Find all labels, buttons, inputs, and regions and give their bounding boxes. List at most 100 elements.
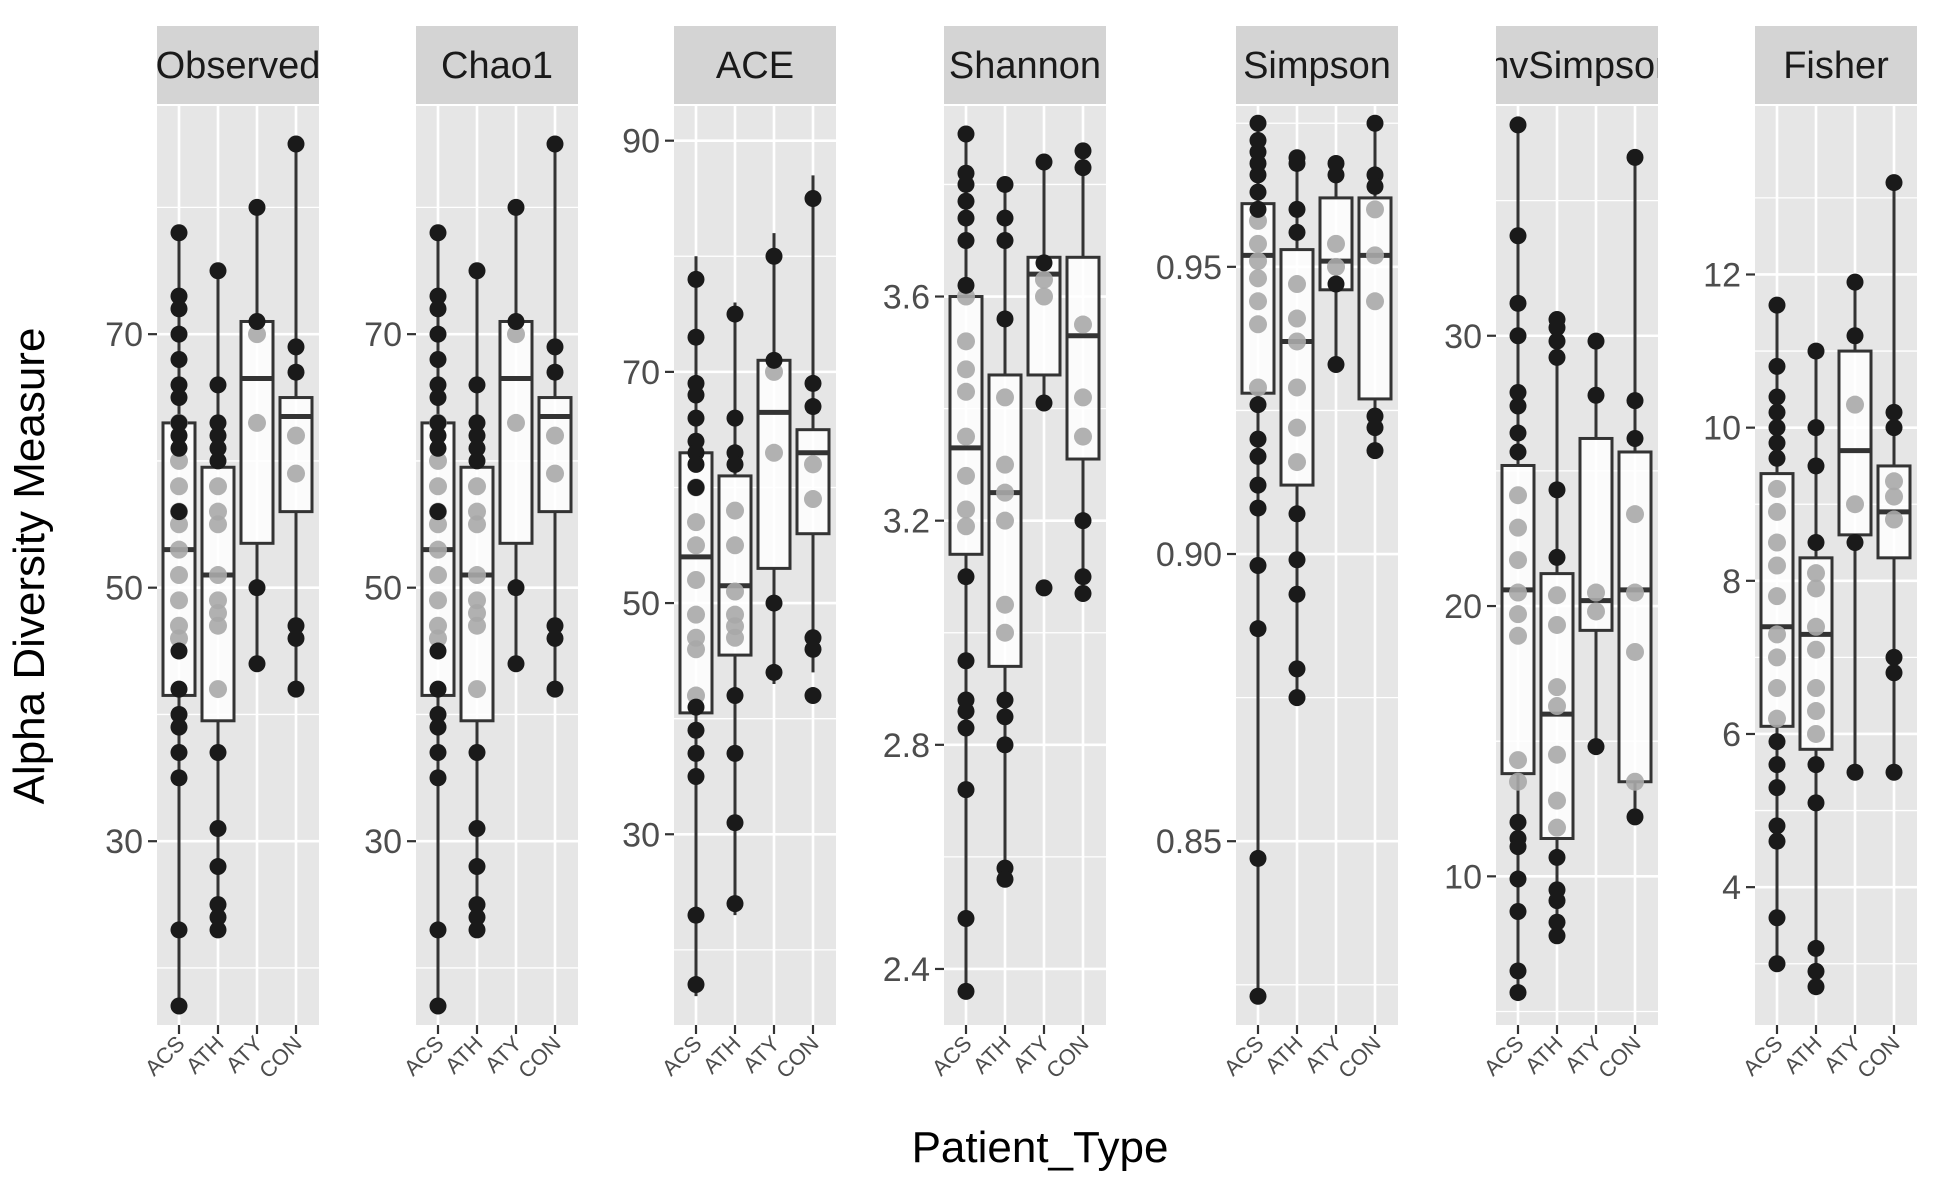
jitter-point bbox=[468, 616, 486, 635]
data-point bbox=[1807, 962, 1825, 980]
data-point bbox=[170, 325, 188, 343]
jitter-point bbox=[1548, 818, 1566, 837]
data-point bbox=[170, 997, 188, 1015]
data-point bbox=[1074, 568, 1092, 586]
y-tick-label: 50 bbox=[105, 570, 143, 608]
data-point bbox=[1548, 848, 1566, 866]
data-point bbox=[1249, 396, 1267, 414]
data-point bbox=[1366, 177, 1384, 195]
data-point bbox=[170, 705, 188, 723]
jitter-point bbox=[170, 515, 188, 534]
data-point bbox=[1509, 294, 1527, 312]
data-point bbox=[726, 895, 744, 913]
x-tick-label: CON bbox=[1333, 1031, 1385, 1083]
jitter-point bbox=[468, 515, 486, 534]
jitter-point bbox=[726, 628, 744, 647]
data-point bbox=[1768, 388, 1786, 406]
data-point bbox=[209, 262, 227, 280]
x-tick-label: ATH bbox=[440, 1031, 488, 1079]
data-point bbox=[429, 769, 447, 787]
jitter-point bbox=[1074, 388, 1092, 407]
data-point bbox=[1509, 838, 1527, 856]
data-point bbox=[1768, 756, 1786, 774]
data-point bbox=[170, 427, 188, 445]
y-tick-label: 50 bbox=[622, 585, 660, 623]
data-point bbox=[996, 310, 1014, 328]
data-point bbox=[687, 906, 705, 924]
data-point bbox=[957, 125, 975, 143]
jitter-point bbox=[1035, 287, 1053, 306]
x-tick-label: ACS bbox=[399, 1031, 449, 1081]
data-point bbox=[687, 976, 705, 994]
data-point bbox=[170, 718, 188, 736]
y-tick-label: 0.85 bbox=[1156, 823, 1222, 861]
data-point bbox=[170, 287, 188, 305]
data-point bbox=[468, 427, 486, 445]
jitter-point bbox=[429, 566, 447, 585]
data-point bbox=[996, 870, 1014, 888]
data-point bbox=[209, 439, 227, 457]
data-point bbox=[429, 680, 447, 698]
data-point bbox=[209, 376, 227, 394]
data-point bbox=[170, 743, 188, 761]
boxplot-con bbox=[278, 144, 314, 690]
jitter-point bbox=[1249, 315, 1267, 334]
data-point bbox=[957, 910, 975, 928]
jitter-point bbox=[1548, 697, 1566, 716]
y-axis-title: Alpha Diversity Measure bbox=[5, 328, 54, 805]
data-point bbox=[957, 982, 975, 1000]
data-point bbox=[1366, 114, 1384, 132]
facet-strip bbox=[416, 26, 578, 104]
data-point bbox=[170, 414, 188, 432]
jitter-point bbox=[687, 536, 705, 555]
jitter-point bbox=[429, 616, 447, 635]
y-tick-label: 10 bbox=[1703, 410, 1741, 448]
jitter-point bbox=[996, 455, 1014, 474]
data-point bbox=[429, 503, 447, 521]
x-tick-label: CON bbox=[1041, 1031, 1093, 1083]
jitter-point bbox=[170, 629, 188, 648]
jitter-point bbox=[996, 483, 1014, 502]
data-point bbox=[170, 439, 188, 457]
data-point bbox=[1288, 689, 1306, 707]
facet-strip-label: Shannon bbox=[949, 45, 1101, 87]
jitter-point bbox=[429, 591, 447, 610]
data-point bbox=[804, 374, 822, 392]
data-point bbox=[687, 270, 705, 288]
jitter-point bbox=[687, 570, 705, 589]
data-point bbox=[1509, 116, 1527, 134]
data-point bbox=[1768, 419, 1786, 437]
jitter-point bbox=[1807, 702, 1825, 721]
data-point bbox=[1768, 955, 1786, 973]
data-point bbox=[429, 997, 447, 1015]
y-tick-label: 3.6 bbox=[883, 279, 930, 317]
data-point bbox=[1807, 756, 1825, 774]
jitter-point bbox=[1509, 551, 1527, 570]
data-point bbox=[1509, 397, 1527, 415]
jitter-point bbox=[726, 582, 744, 601]
data-point bbox=[1548, 913, 1566, 931]
jitter-point bbox=[1807, 579, 1825, 598]
y-tick-label: 4 bbox=[1722, 869, 1741, 907]
data-point bbox=[429, 376, 447, 394]
data-point bbox=[765, 594, 783, 612]
data-point bbox=[209, 414, 227, 432]
data-point bbox=[1249, 987, 1267, 1005]
jitter-point bbox=[429, 451, 447, 470]
y-tick-label: 6 bbox=[1722, 716, 1741, 754]
data-point bbox=[1768, 449, 1786, 467]
x-tick-label: CON bbox=[513, 1031, 565, 1083]
facet-panels: Observed305070ACSATHATYCONChao1305070ACS… bbox=[105, 26, 1917, 1083]
data-point bbox=[1587, 386, 1605, 404]
data-point bbox=[1626, 392, 1644, 410]
jitter-point bbox=[209, 502, 227, 521]
jitter-point bbox=[1626, 642, 1644, 661]
data-point bbox=[1885, 664, 1903, 682]
data-point bbox=[996, 231, 1014, 249]
data-point bbox=[468, 896, 486, 914]
jitter-point bbox=[1885, 472, 1903, 491]
data-point bbox=[1288, 585, 1306, 603]
box-iqr bbox=[1357, 196, 1393, 401]
